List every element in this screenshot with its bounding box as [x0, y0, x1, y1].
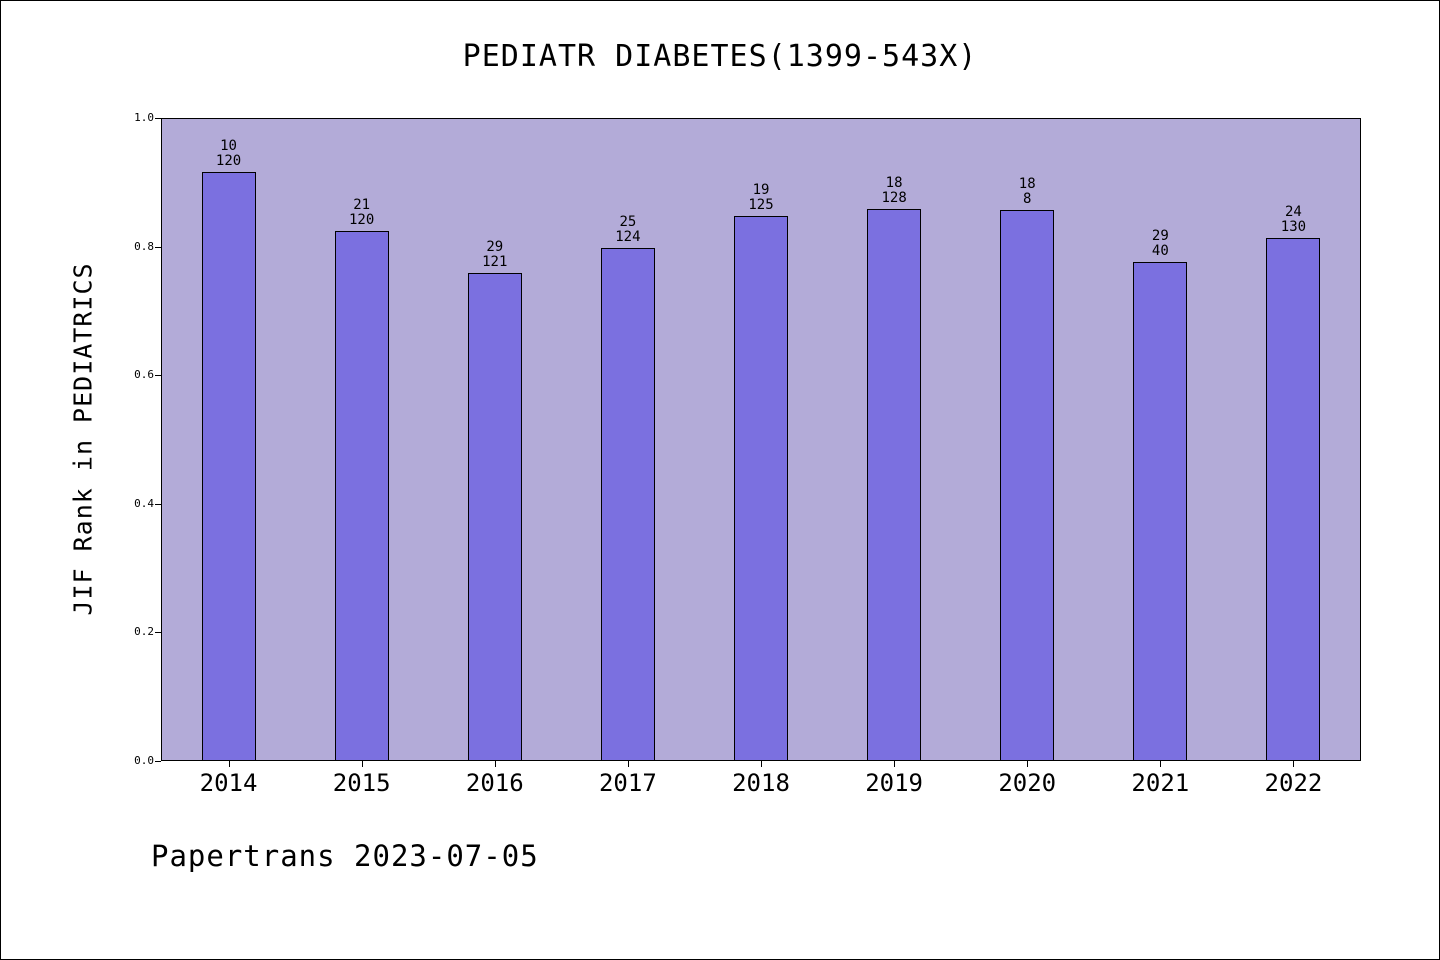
bar-value-label: 21 120	[349, 197, 375, 228]
y-axis-tick-label: 0.2	[134, 625, 154, 638]
x-axis-tick	[228, 761, 230, 767]
y-axis-tick-label: 1.0	[134, 111, 154, 124]
x-axis-tick	[494, 761, 496, 767]
footer-text: Papertrans 2023-07-05	[151, 839, 539, 873]
y-axis-tick-label: 0.4	[134, 497, 154, 510]
y-axis-tick	[155, 632, 161, 633]
x-axis-tick-label: 2015	[332, 769, 391, 797]
x-axis-tick-label: 2022	[1264, 769, 1323, 797]
bar-2021	[1133, 262, 1188, 760]
x-axis-tick	[761, 761, 762, 767]
bar-2018	[734, 216, 788, 760]
bar-value-label: 29 121	[482, 239, 508, 270]
x-axis-tick	[627, 761, 629, 767]
x-axis-tick-label: 2016	[465, 769, 524, 797]
bar-value-label: 24 130	[1280, 204, 1307, 235]
bar-value-label: 10 120	[215, 138, 242, 169]
chart-title: PEDIATR DIABETES(1399-543X)	[462, 39, 978, 74]
bar-2022	[1266, 238, 1321, 760]
y-axis-tick	[155, 761, 161, 762]
x-axis-tick	[1160, 761, 1162, 767]
x-axis-tick-label: 2014	[199, 769, 258, 797]
bar-2017	[600, 248, 655, 760]
bar-2015	[334, 231, 389, 760]
y-axis-tick-label: 0.0	[134, 754, 154, 767]
y-axis-tick	[155, 375, 161, 376]
bar-value-label: 19 125	[748, 182, 774, 213]
y-axis-tick	[155, 247, 161, 248]
y-axis-tick-label: 0.8	[134, 240, 154, 253]
bar-2016	[467, 273, 522, 760]
y-axis-tick	[155, 504, 161, 505]
x-axis-tick-label: 2020	[998, 769, 1057, 797]
y-axis-label: JIF Rank in PEDIATRICS	[68, 262, 98, 616]
bar-value-label: 18 8	[1018, 176, 1036, 207]
y-axis-tick-label: 0.6	[134, 368, 154, 381]
x-axis-tick-label: 2021	[1131, 769, 1190, 797]
x-axis-tick	[361, 761, 363, 767]
y-axis-tick	[155, 118, 161, 119]
bar-2014	[201, 172, 256, 760]
bar-value-label: 25 124	[615, 214, 641, 245]
x-axis-tick-label: 2019	[865, 769, 924, 797]
plot-area: 10 120 21 120 29 121 25 124 19 125 18 128 18 8…	[161, 118, 1361, 761]
bar-value-label: 18 128	[881, 175, 907, 206]
bar-2019	[867, 209, 922, 760]
x-axis-tick	[1027, 761, 1029, 767]
x-axis-tick-label: 2018	[732, 769, 790, 797]
x-axis-tick	[894, 761, 896, 767]
bar-value-label: 29 40	[1151, 228, 1169, 259]
x-axis-tick-label: 2017	[598, 769, 657, 797]
x-axis-tick	[1293, 761, 1295, 767]
bar-2020	[1000, 210, 1055, 760]
